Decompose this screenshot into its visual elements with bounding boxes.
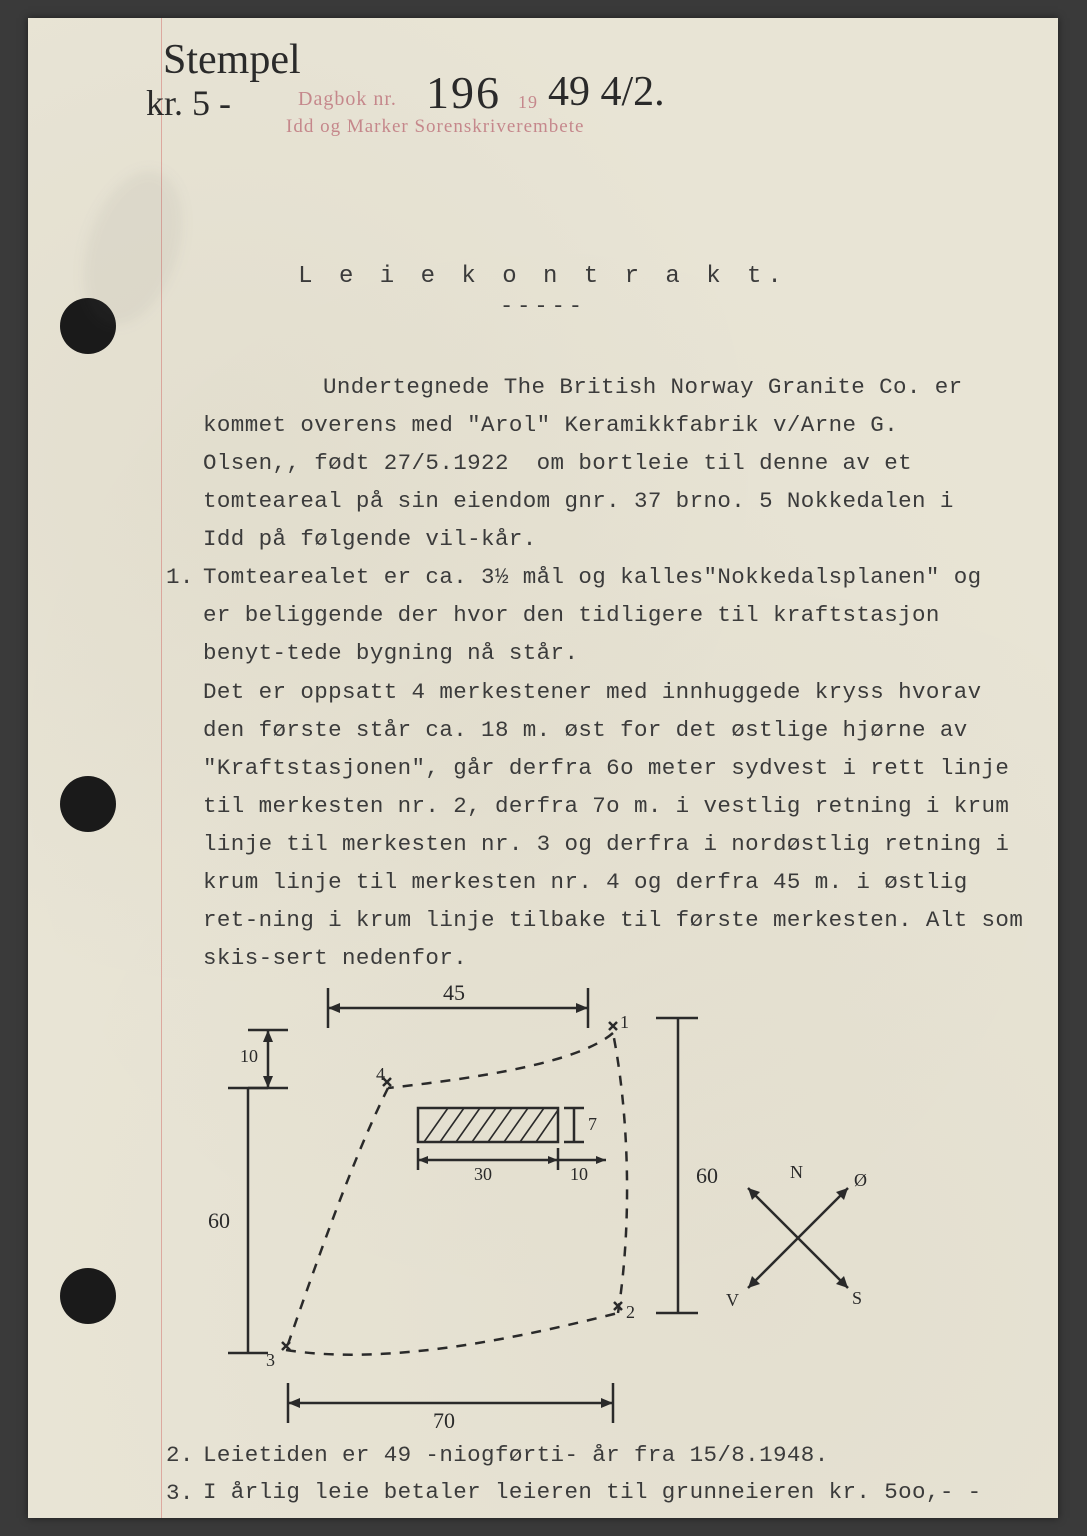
punch-hole <box>60 1268 116 1324</box>
marker-3: 3 <box>266 1350 275 1370</box>
dim-rect-gap: 10 <box>570 1164 588 1184</box>
marker-2: 2 <box>626 1302 635 1322</box>
clause-2-number: 2. <box>166 1436 194 1474</box>
dim-rect-h: 7 <box>588 1114 597 1134</box>
stamp-dagbok-label: Dagbok nr. <box>298 88 397 111</box>
dim-right: 60 <box>696 1163 718 1188</box>
handwriting-stempel: Stempel <box>163 36 301 84</box>
compass-n: N <box>790 1162 803 1182</box>
clause-1a-text: Tomtearealet er ca. 3½ mål og kalles"Nok… <box>203 558 1003 672</box>
dim-rect-w: 30 <box>474 1164 492 1184</box>
compass-w: V <box>726 1290 739 1310</box>
punch-hole <box>60 776 116 832</box>
clause-2-text: Leietiden er 49 -niogførti- år fra 15/8.… <box>203 1436 1003 1474</box>
clause-1-number: 1. <box>166 558 194 596</box>
marker-1: 1 <box>620 1012 629 1032</box>
intro-paragraph: Undertegnede The British Norway Granite … <box>203 368 993 558</box>
clause-1b-text: Det er oppsatt 4 merkestener med innhugg… <box>203 673 1033 977</box>
dim-bottom: 70 <box>433 1408 455 1433</box>
handwriting-year-suffix: 49 4/2. <box>548 68 665 116</box>
document-title: L e i e k o n t r a k t. ----- <box>28 263 1058 319</box>
document-page: Stempel kr. 5 - Dagbok nr. 196 19 49 4/2… <box>28 18 1058 1518</box>
dim-left-seg: 10 <box>240 1046 258 1066</box>
marker-4: 4 <box>376 1064 385 1084</box>
handwriting-kr: kr. 5 - <box>146 82 231 124</box>
dim-top: 45 <box>443 980 465 1005</box>
compass-s: S <box>852 1288 862 1308</box>
stamp-office: Idd og Marker Sorenskriverembete <box>286 116 584 138</box>
stamp-year-prefix: 19 <box>518 92 538 113</box>
dim-left: 60 <box>208 1208 230 1233</box>
compass-e: Ø <box>854 1170 867 1190</box>
clause-3-number: 3. <box>166 1474 194 1512</box>
plot-sketch-diagram: 45 10 60 60 70 <box>158 958 898 1438</box>
title-text: L e i e k o n t r a k t. <box>298 263 788 290</box>
clause-3-text: I årlig leie betaler leieren til grunnei… <box>203 1474 993 1518</box>
handwriting-dagbok-num: 196 <box>426 66 501 119</box>
title-underline: ----- <box>28 294 1058 319</box>
